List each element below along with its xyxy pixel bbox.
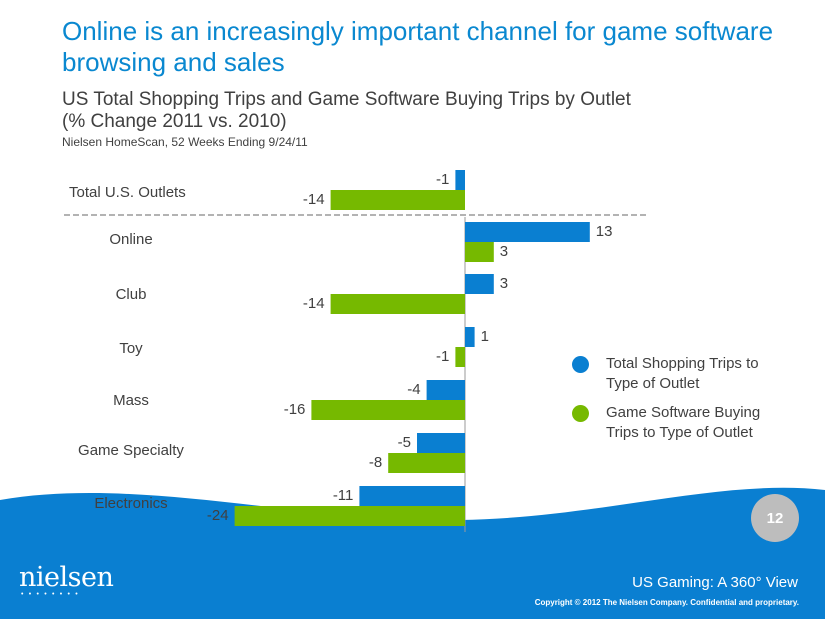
data-label-game-toy: -1 [436,348,449,365]
data-label-game-club: -14 [303,295,325,312]
chart-source: Nielsen HomeScan, 52 Weeks Ending 9/24/1… [62,135,308,149]
category-label-toy: Toy [119,340,143,357]
legend-label-game: Game Software Buying Trips to Type of Ou… [606,404,761,441]
data-label-game-total-u-s-outlets: -14 [303,191,325,208]
bar-game-mass [311,400,465,420]
footer-tagline: US Gaming: A 360° View [632,574,798,591]
chart-legend: Total Shopping Trips to Type of Outlet G… [572,354,786,452]
bar-total-online [465,222,590,242]
bar-total-electronics [359,486,465,506]
category-label-club: Club [116,286,147,303]
data-label-game-game-specialty: -8 [369,454,382,471]
data-label-game-electronics: -24 [207,507,229,524]
data-label-total-game-specialty: -5 [398,434,411,451]
category-label-online: Online [109,231,152,248]
chart-subtitle: US Total Shopping Trips and Game Softwar… [62,89,631,110]
bar-game-toy [455,347,465,367]
bar-total-club [465,274,494,294]
data-label-game-mass: -16 [284,401,306,418]
data-label-total-club: 3 [500,275,508,292]
data-label-total-electronics: -11 [333,487,354,504]
nielsen-logo: nielsen [19,562,114,593]
legend-swatch-total [572,356,589,373]
footer-copyright: Copyright © 2012 The Nielsen Company. Co… [534,598,799,607]
category-label-mass: Mass [113,392,149,409]
category-label-electronics: Electronics [94,495,167,512]
bar-total-game-specialty [417,433,465,453]
bar-game-game-specialty [388,453,465,473]
bar-total-mass [426,380,465,400]
category-label-total-u-s-outlets: Total U.S. Outlets [69,184,186,201]
legend-item-total: Total Shopping Trips to Type of Outlet [572,354,786,394]
bar-game-club [330,294,465,314]
legend-label-total: Total Shopping Trips to Type of Outlet [606,355,759,392]
bar-game-electronics [234,506,465,526]
legend-item-game: Game Software Buying Trips to Type of Ou… [572,403,786,443]
nielsen-logo-dots: •••••••• [21,591,84,598]
bar-game-online [465,242,494,262]
slide-title: Online is an increasingly important chan… [62,16,774,77]
bar-total-toy [465,327,475,347]
bar-game-total-u-s-outlets [330,190,465,210]
data-label-game-online: 3 [500,243,508,260]
page-number-badge: 12 [751,494,799,542]
legend-swatch-game [572,405,589,422]
bar-total-total-u-s-outlets [455,170,465,190]
data-label-total-online: 13 [596,223,613,240]
data-label-total-toy: 1 [481,328,489,345]
data-label-total-total-u-s-outlets: -1 [436,171,449,188]
chart-subtitle-period: (% Change 2011 vs. 2010) [62,111,287,132]
category-label-game-specialty: Game Specialty [78,442,184,459]
data-label-total-mass: -4 [407,381,420,398]
